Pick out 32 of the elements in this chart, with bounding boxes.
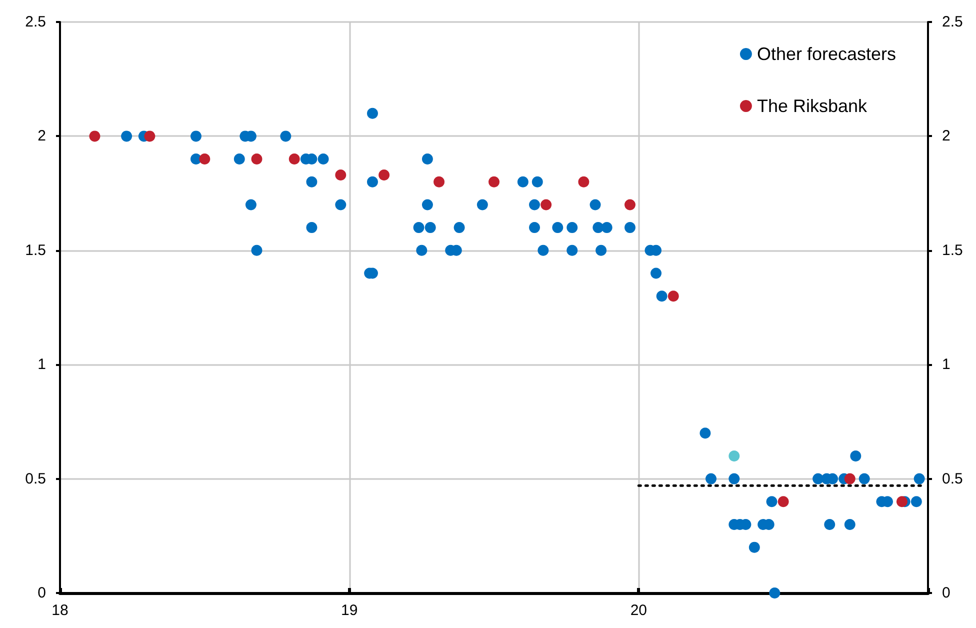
y2-tick-label: 0 (942, 584, 950, 602)
point (488, 176, 500, 188)
point (578, 176, 590, 188)
point (199, 154, 210, 165)
point (624, 199, 636, 210)
point (434, 176, 445, 188)
y-tick-label: 0 (38, 584, 46, 602)
y-tick-label: 1.5 (25, 242, 46, 259)
y2-tick-label: 1 (942, 356, 950, 374)
point (335, 170, 346, 181)
y2-tick-label: 2.5 (942, 14, 963, 30)
point (378, 170, 390, 181)
point (89, 130, 100, 142)
y-tick-label: 2 (38, 128, 46, 145)
y2-tick-label: 2 (942, 128, 950, 145)
point (896, 496, 908, 508)
y2-tick-label: 0.5 (942, 470, 963, 488)
point (778, 496, 789, 508)
x-tick-label: 20 (630, 602, 648, 619)
y-tick-label: 2.5 (25, 14, 46, 30)
x-tick-label: 19 (340, 602, 358, 619)
point (251, 154, 262, 165)
x-tick-label: 18 (52, 602, 68, 619)
y-tick-label: 0.5 (25, 470, 46, 488)
point (288, 154, 300, 165)
point (668, 290, 679, 302)
y2-tick-label: 1.5 (942, 242, 963, 259)
point (540, 199, 552, 210)
point (728, 450, 740, 462)
legend-label: The Riksbank (756, 96, 868, 116)
y-tick-label: 1 (38, 356, 46, 374)
legend-label: Other forecasters (756, 44, 896, 64)
